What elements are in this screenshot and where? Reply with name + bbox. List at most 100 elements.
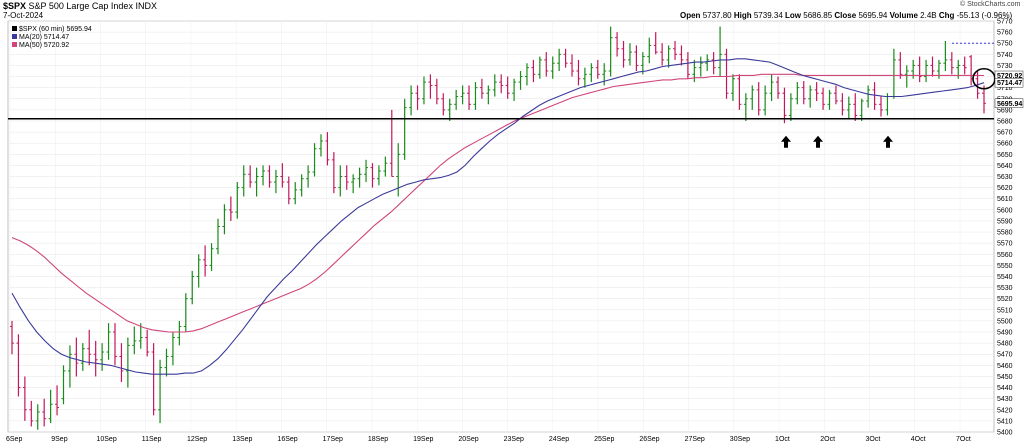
price-bar [273, 169, 278, 194]
symbol: $SPX [3, 1, 27, 11]
close-value: 5695.94 [858, 11, 888, 20]
price-bar [718, 26, 723, 77]
y-tick-label: 5450 [997, 374, 1013, 381]
price-bar [512, 78, 517, 101]
price-bar [879, 96, 884, 117]
y-tick-label: 5520 [997, 296, 1013, 303]
y-tick-label: 5570 [997, 241, 1013, 248]
price-bar [833, 85, 838, 105]
price-bar [80, 343, 85, 371]
price-bar [434, 78, 439, 105]
price-bar [344, 165, 349, 190]
y-tick-label: 5740 [997, 52, 1013, 59]
price-bar [808, 85, 813, 108]
y-tick-label: 5400 [997, 430, 1013, 437]
price-bar [196, 254, 201, 288]
price-bar [473, 82, 478, 110]
legend-swatch [12, 42, 17, 47]
legend-swatch [12, 34, 17, 39]
price-bar [724, 48, 729, 99]
price-bar [924, 59, 929, 83]
y-tick-label: 5540 [997, 274, 1013, 281]
y-tick-label: 5580 [997, 230, 1013, 237]
price-bar [505, 76, 510, 99]
x-tick-label: 2Oct [820, 436, 835, 443]
price-bar [106, 323, 111, 360]
y-tick-label: 5640 [997, 163, 1013, 170]
price-bar [151, 343, 156, 416]
price-bar [119, 343, 124, 383]
price-bar [608, 26, 613, 77]
close-price-tag: 5695.94 [997, 101, 1022, 108]
price-bar [177, 320, 182, 346]
price-bar [261, 165, 266, 186]
exchange: INDX [135, 1, 157, 11]
price-bar [61, 365, 66, 405]
price-bar [769, 74, 774, 101]
price-bar [563, 48, 568, 68]
symbol-name: S&P 500 Large Cap Index [28, 1, 133, 11]
y-tick-label: 5510 [997, 307, 1013, 314]
price-bar [158, 359, 163, 424]
price-bar [866, 85, 871, 108]
y-tick-label: 5530 [997, 285, 1013, 292]
x-tick-label: 7Oct [956, 436, 971, 443]
price-bar [795, 82, 800, 105]
price-bar [138, 323, 143, 349]
price-bar [711, 52, 716, 75]
price-bar [241, 165, 246, 197]
x-tick-label: 1Oct [775, 436, 790, 443]
y-tick-label: 5590 [997, 218, 1013, 225]
price-bar [827, 89, 832, 110]
price-bar [814, 82, 819, 101]
price-bar [782, 87, 787, 124]
price-bar [891, 48, 896, 99]
price-bar [917, 56, 922, 83]
ma20-line [11, 58, 985, 375]
y-tick-label: 5620 [997, 185, 1013, 192]
price-bar [428, 74, 433, 99]
price-bar [949, 52, 954, 75]
price-bar [402, 98, 407, 160]
high-label: High [733, 11, 752, 20]
x-tick-label: 27Sep [685, 436, 705, 443]
y-tick-label: 5560 [997, 252, 1013, 259]
price-bar [132, 326, 137, 355]
price-bar [325, 132, 330, 166]
y-tick-label: 5730 [997, 63, 1013, 70]
x-tick-label: 26Sep [639, 436, 659, 443]
low-label: Low [785, 11, 802, 20]
volume-value: 2.4B [920, 11, 937, 20]
price-bar [943, 40, 948, 71]
price-bar [93, 340, 98, 377]
x-tick-label: 23Sep [504, 436, 524, 443]
price-bar [293, 182, 298, 205]
price-bar [447, 98, 452, 121]
y-tick-label: 5650 [997, 152, 1013, 159]
price-bar [22, 376, 27, 421]
price-bar [55, 385, 60, 416]
price-bar [904, 65, 909, 88]
legend-entry: $SPX (60 min) 5695.94 [19, 26, 92, 33]
x-tick-label: 4Oct [911, 436, 926, 443]
price-bar [621, 40, 626, 68]
price-bar [634, 45, 639, 71]
price-bar [67, 345, 72, 388]
price-bar [357, 167, 362, 188]
price-bar [872, 82, 877, 110]
price-bar [209, 243, 214, 271]
x-tick-label: 20Sep [458, 436, 478, 443]
price-bar [821, 87, 826, 110]
ma20-price-tag: 5714.47 [997, 80, 1022, 87]
price-bar [383, 156, 388, 177]
y-tick-label: 5480 [997, 341, 1013, 348]
price-bar [415, 85, 420, 110]
chart-date: 7-Oct-2024 [3, 11, 44, 20]
price-bar [74, 337, 79, 377]
y-tick-label: 5760 [997, 30, 1013, 37]
price-bar [673, 40, 678, 60]
high-value: 5739.34 [753, 11, 783, 20]
y-tick-label: 5660 [997, 141, 1013, 148]
price-bar [364, 159, 369, 183]
copyright: © StockCharts.com [960, 1, 1021, 8]
